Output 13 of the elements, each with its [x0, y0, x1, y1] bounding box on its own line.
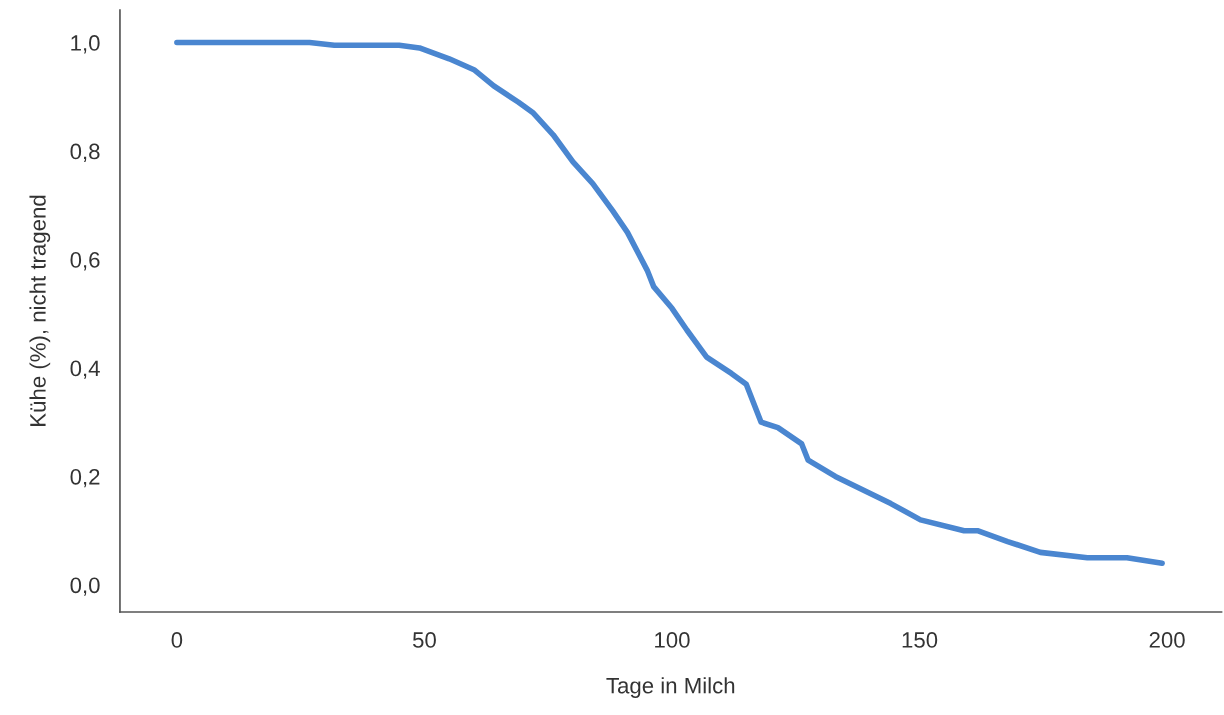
- y-tick-label: 1,0: [71, 35, 100, 54]
- x-tick-label: 200: [1149, 632, 1185, 648]
- y-tick-label: 0,4: [70, 360, 100, 379]
- y-axis-title: Kühe (%), nicht tragend: [29, 195, 51, 426]
- x-axis-title: Tage in Milch: [606, 677, 735, 698]
- x-tick-label: 50: [412, 632, 436, 648]
- x-tick-label: 150: [902, 632, 938, 648]
- x-tick-label: 0: [171, 632, 183, 648]
- y-tick-label: 0,2: [70, 468, 100, 488]
- y-tick-label: 0,0: [70, 577, 100, 596]
- y-tick-label: 0,8: [70, 143, 100, 162]
- x-tick-label: 100: [655, 632, 690, 648]
- y-tick-label: 0,6: [70, 252, 100, 271]
